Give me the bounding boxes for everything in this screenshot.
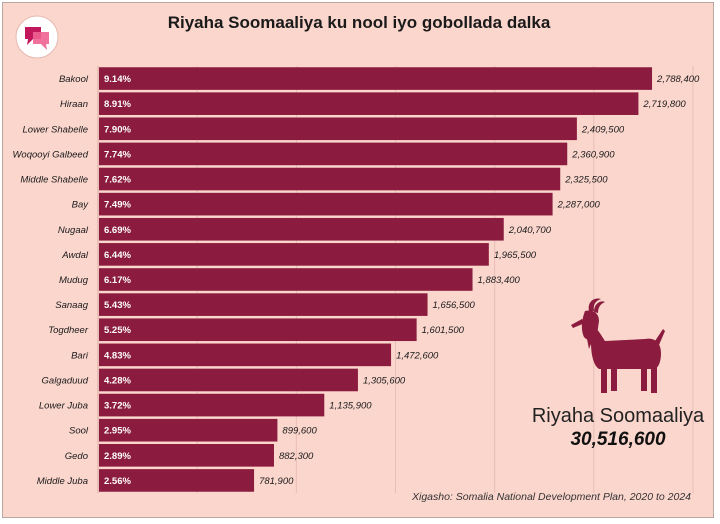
category-label: Galgaduud	[42, 375, 89, 386]
category-label: Awdal	[61, 250, 89, 261]
percent-label: 4.28%	[104, 375, 131, 386]
value-label: 2,287,000	[557, 200, 601, 211]
bar	[99, 368, 358, 392]
category-label: Nugaal	[58, 225, 89, 236]
value-label: 2,040,700	[508, 225, 552, 236]
bar	[99, 192, 553, 216]
percent-label: 6.44%	[104, 250, 131, 261]
bar	[99, 318, 417, 342]
percent-label: 3.72%	[104, 401, 131, 412]
value-label: 2,325,500	[564, 175, 608, 186]
bar	[99, 92, 639, 115]
value-label: 1,883,400	[478, 275, 521, 286]
bar	[99, 67, 653, 90]
value-label: 2,360,900	[571, 149, 615, 160]
bar	[99, 217, 504, 241]
percent-label: 6.69%	[104, 225, 131, 236]
value-label: 899,600	[282, 426, 317, 437]
percent-label: 5.25%	[104, 325, 131, 336]
category-label: Mudug	[59, 275, 89, 286]
category-label: Middle Juba	[37, 476, 88, 487]
percent-label: 2.95%	[104, 426, 131, 437]
infographic-card: Riyaha Soomaaliya ku nool iyo gobollada …	[2, 2, 714, 518]
category-label: Bari	[71, 350, 89, 361]
percent-label: 8.91%	[104, 99, 131, 110]
category-label: Hiraan	[60, 99, 88, 110]
percent-label: 6.17%	[104, 275, 131, 286]
bar	[99, 293, 428, 316]
value-label: 1,472,600	[396, 350, 439, 361]
source-note: Xigasho: Somalia National Development Pl…	[411, 491, 691, 503]
category-label: Lower Juba	[39, 401, 88, 412]
percent-label: 7.62%	[104, 175, 131, 186]
category-label: Woqooyi Galbeed	[12, 149, 88, 160]
chart-title: Riyaha Soomaaliya ku nool iyo gobollada …	[167, 13, 551, 32]
category-label: Bay	[72, 200, 90, 211]
value-label: 2,788,400	[656, 74, 700, 85]
bar	[99, 393, 325, 417]
percent-label: 2.89%	[104, 451, 131, 462]
category-label: Togdheer	[48, 325, 89, 336]
value-label: 1,601,500	[422, 325, 465, 336]
category-label: Sanaag	[55, 300, 88, 311]
percent-label: 4.83%	[104, 350, 131, 361]
percent-label: 7.49%	[104, 200, 131, 211]
bar	[99, 268, 473, 291]
value-label: 1,965,500	[494, 250, 537, 261]
total-label: Riyaha Soomaaliya	[531, 405, 705, 427]
category-label: Gedo	[65, 451, 88, 462]
percent-label: 7.90%	[104, 124, 131, 135]
category-label: Bakool	[59, 74, 89, 85]
total-value: 30,516,600	[570, 429, 666, 450]
value-label: 2,409,500	[581, 124, 625, 135]
bar	[99, 117, 577, 141]
bar	[99, 243, 489, 266]
bar	[99, 343, 392, 367]
goat-icon	[571, 298, 665, 393]
value-label: 2,719,800	[642, 99, 686, 110]
value-label: 882,300	[279, 451, 314, 462]
category-label: Lower Shabelle	[23, 124, 89, 135]
bar-chart: Bakool 9.14% 2,788,400 Hiraan 8.91% 2,719,800…	[12, 66, 700, 493]
category-label: Sool	[69, 426, 89, 437]
bar	[99, 469, 255, 492]
percent-label: 9.14%	[104, 74, 131, 85]
speech-bubble-logo-icon	[15, 15, 59, 59]
bar	[99, 418, 278, 442]
bar	[99, 444, 274, 467]
bar	[99, 167, 561, 191]
percent-label: 7.74%	[104, 149, 131, 160]
bar	[99, 142, 568, 166]
value-label: 1,135,900	[329, 401, 372, 412]
percent-label: 2.56%	[104, 476, 131, 487]
percent-label: 5.43%	[104, 300, 131, 311]
value-label: 1,656,500	[433, 300, 476, 311]
category-label: Middle Shabelle	[20, 175, 88, 186]
value-label: 1,305,600	[363, 375, 406, 386]
value-label: 781,900	[259, 476, 294, 487]
